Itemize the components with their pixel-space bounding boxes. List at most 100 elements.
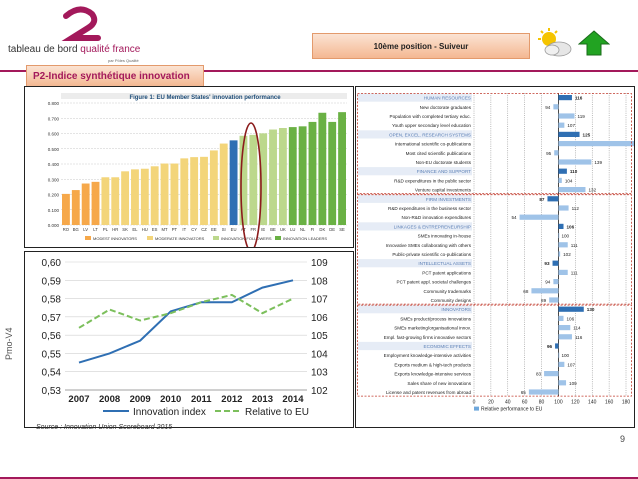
indicator-value: 107: [567, 123, 575, 128]
y-left-tick-label: 0,57: [42, 313, 62, 324]
eu-performance-chart: Figure 1: EU Member States' innovation p…: [48, 93, 347, 252]
group-highlight-box: [357, 304, 632, 397]
indicator-label: R&D expenditures in the business sector: [388, 206, 471, 211]
category-label: HU: [142, 227, 148, 232]
indicator-value: 100: [561, 353, 569, 358]
category-label: IT: [182, 227, 186, 232]
y-tick-label: 0.700: [48, 116, 60, 121]
category-label: EE: [211, 227, 217, 232]
indicator-label: Empl. fast-growing firms innovative sect…: [384, 335, 472, 340]
indicator-value: 125: [583, 132, 591, 137]
indicator-value: 87: [539, 197, 545, 202]
indicator-bar: [519, 214, 559, 220]
category-label: BE: [270, 227, 276, 232]
y-tick-label: 0.300: [48, 177, 60, 182]
bar-CY: [190, 157, 199, 225]
category-label: RO: [63, 227, 70, 232]
header-rule: [0, 70, 638, 72]
indicator-bar: [558, 315, 564, 321]
indicator-label: Exports medium & high-tech products: [394, 362, 471, 367]
category-header-bg: [358, 167, 472, 176]
indicator-label: License and patent revenues from abroad: [386, 390, 471, 395]
y-left-tick-label: 0,58: [42, 295, 62, 306]
category-label: CY: [191, 227, 197, 232]
bar-UK: [278, 128, 287, 225]
category-label: SI: [222, 227, 226, 232]
bar-FI: [308, 121, 317, 225]
bar-PT: [170, 163, 179, 225]
category-label: MT: [162, 227, 168, 232]
bar-ES: [150, 166, 159, 225]
category-header-label: ECONOMIC EFFECTS: [424, 344, 471, 349]
indicator-label: Population with completed tertiary educ.: [390, 114, 471, 119]
category-header-bg: [358, 130, 472, 139]
indicator-value: 106: [567, 316, 575, 321]
legend-label: MODEST INNOVATORS: [93, 236, 137, 241]
legend-swatch: [147, 236, 153, 240]
bar-EU: [229, 140, 238, 225]
bar-NL: [298, 126, 307, 225]
bar-IE: [259, 133, 268, 225]
category-label: PT: [172, 227, 178, 232]
y-right-tick-label: 108: [311, 276, 328, 287]
category-header-label: HUMAN RESOURCES: [424, 96, 471, 101]
x-tick-label: 160: [605, 400, 614, 406]
indicator-value: 83: [536, 372, 542, 377]
series-innovation-index: [78, 279, 294, 364]
indicator-value: 104: [565, 178, 573, 183]
indicator-bar: [558, 187, 586, 193]
y-tick-label: 0.000: [48, 223, 60, 228]
indicator-bar: [558, 242, 568, 248]
indicator-value: 102: [563, 252, 571, 257]
category-header-bg: [358, 259, 472, 268]
indicator-label: Youth upper secondary level education: [392, 123, 471, 128]
category-label: DE: [329, 227, 335, 232]
ranking-position-box: 10ème position - Suiveur: [312, 33, 530, 59]
x-tick-label: 180: [622, 400, 631, 406]
x-tick-label: 2010: [160, 394, 181, 405]
indicator-value: 68: [523, 289, 529, 294]
category-label: BG: [73, 227, 79, 232]
indicator-label: Innovative SMEs collaborating with other…: [386, 243, 472, 248]
bar-AT: [239, 135, 248, 225]
indicator-label: Community designs: [431, 298, 472, 303]
y-left-tick-label: 0,53: [42, 386, 62, 397]
legend-swatch: [85, 236, 91, 240]
x-tick-label: 40: [505, 400, 511, 406]
x-tick-label: 2007: [68, 394, 89, 405]
category-label: LV: [83, 227, 88, 232]
indicator-label: Venture capital investments: [415, 188, 472, 193]
category-label: HR: [112, 227, 118, 232]
category-header-label: FINANCE AND SUPPORT: [417, 169, 471, 174]
category-header-label: INTELLECTUAL ASSETS: [418, 261, 471, 266]
bar-SK: [121, 171, 130, 225]
indicator-label: New doctorate graduates: [420, 105, 472, 110]
x-tick-label: 120: [571, 400, 580, 406]
logo-mark: [61, 6, 101, 41]
series-relative-to-eu: [78, 293, 294, 329]
y-right-tick-label: 105: [311, 331, 328, 342]
category-header-bg: [358, 93, 472, 102]
indicator-bar: [558, 380, 567, 386]
bar-LU: [288, 127, 297, 225]
indicator-label: Most cited scientific publications: [406, 151, 472, 156]
indicator-value: 112: [572, 206, 580, 211]
innovation-index-chart: 0,53 0,54 0,55 0,56 0,57 0,58 0,59 0,60 102 103 10…: [42, 258, 329, 418]
x-tick-label: 80: [539, 400, 545, 406]
y-right-tick-label: 104: [311, 349, 328, 360]
indicator-label: R&D expenditures in the public sector: [394, 178, 471, 183]
indicator-label: Exports knowledge-intensive services: [394, 372, 471, 377]
indicator-bar: [558, 113, 575, 119]
indicator-value: 116: [575, 96, 583, 101]
indicator-value: 139: [594, 160, 602, 165]
indicator-value: 132: [588, 188, 596, 193]
x-tick-label: 2011: [191, 394, 212, 405]
category-header-bg: [358, 305, 472, 314]
indicator-value: 109: [569, 381, 577, 386]
section-title: P2-Indice synthétique innovation: [26, 65, 204, 87]
legend-label: Relative to EU: [245, 407, 309, 418]
bar-MT: [160, 163, 169, 225]
up-arrow-icon: [578, 30, 610, 56]
indicator-bar: [544, 371, 559, 377]
y-left-tick-label: 0,59: [42, 276, 62, 287]
